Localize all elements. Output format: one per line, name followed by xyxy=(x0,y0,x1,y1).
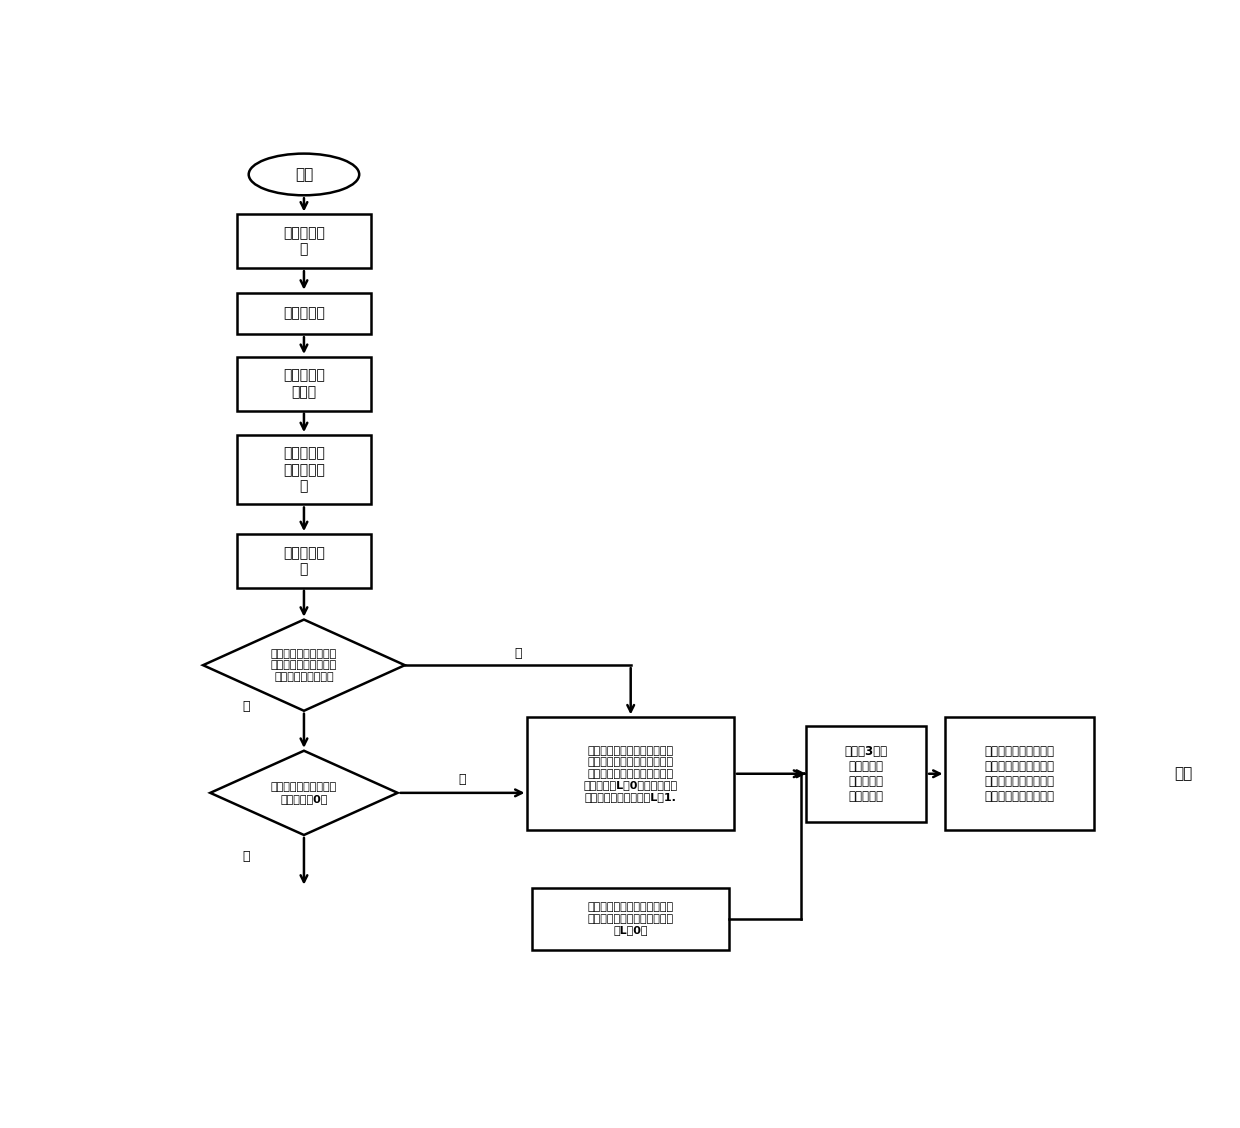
Text: 根据时间段雷暴团聚类
分析后聚类簇质心漂移
是否在允许范围内？: 根据时间段雷暴团聚类 分析后聚类簇质心漂移 是否在允许范围内？ xyxy=(270,649,337,681)
Text: 数据按时间
段分类: 数据按时间 段分类 xyxy=(283,369,325,399)
FancyBboxPatch shape xyxy=(527,717,734,830)
Text: 数据预处理: 数据预处理 xyxy=(283,307,325,320)
FancyBboxPatch shape xyxy=(237,292,371,334)
FancyBboxPatch shape xyxy=(945,717,1095,830)
Text: 开始: 开始 xyxy=(295,167,312,182)
Text: 求取雷暴质
心: 求取雷暴质 心 xyxy=(283,546,325,576)
Text: 将后一时间段剩余聚类簇雷云
位置特征点作为新雷云位置特
征点，修改前一时间段剩余聚
类簇标识符L为0，修改后一时
间段剩余聚类簇标识符L为1.: 将后一时间段剩余聚类簇雷云 位置特征点作为新雷云位置特 征点，修改前一时间段剩余… xyxy=(584,746,678,802)
Ellipse shape xyxy=(249,153,360,195)
FancyBboxPatch shape xyxy=(532,888,729,950)
Text: 当前时间段聚类簇不变，修改
前一时间段该剩余聚类簇标识
符L为0。: 当前时间段聚类簇不变，修改 前一时间段该剩余聚类簇标识 符L为0。 xyxy=(588,902,673,935)
FancyBboxPatch shape xyxy=(237,435,371,504)
Text: 通过拟合公式计算下一
时间段雷暴团质心位置
并将当前区域作为雷暴
团下一时间段出现区域: 通过拟合公式计算下一 时间段雷暴团质心位置 并将当前区域作为雷暴 团下一时间段出… xyxy=(985,744,1055,803)
Text: 是: 是 xyxy=(243,849,250,863)
FancyBboxPatch shape xyxy=(237,534,371,588)
Text: 根据密度聚
类生成雷暴
团: 根据密度聚 类生成雷暴 团 xyxy=(283,447,325,493)
Text: 对相卦3个时
间段雷暴团
质心数据进
行线性拟合: 对相卦3个时 间段雷暴团 质心数据进 行线性拟合 xyxy=(844,744,888,803)
Ellipse shape xyxy=(1137,751,1229,796)
FancyBboxPatch shape xyxy=(237,356,371,411)
FancyBboxPatch shape xyxy=(806,726,926,821)
FancyBboxPatch shape xyxy=(237,214,371,268)
Text: 当前时间段剩余聚类簇
个数是否为0？: 当前时间段剩余聚类簇 个数是否为0？ xyxy=(270,782,337,803)
Polygon shape xyxy=(203,619,404,711)
Text: 选定数据样
本: 选定数据样 本 xyxy=(283,227,325,256)
Text: 否: 否 xyxy=(515,647,522,660)
Polygon shape xyxy=(211,751,398,835)
Text: 否: 否 xyxy=(459,774,466,786)
Text: 结束: 结束 xyxy=(1174,766,1193,782)
Text: 是: 是 xyxy=(243,700,250,713)
